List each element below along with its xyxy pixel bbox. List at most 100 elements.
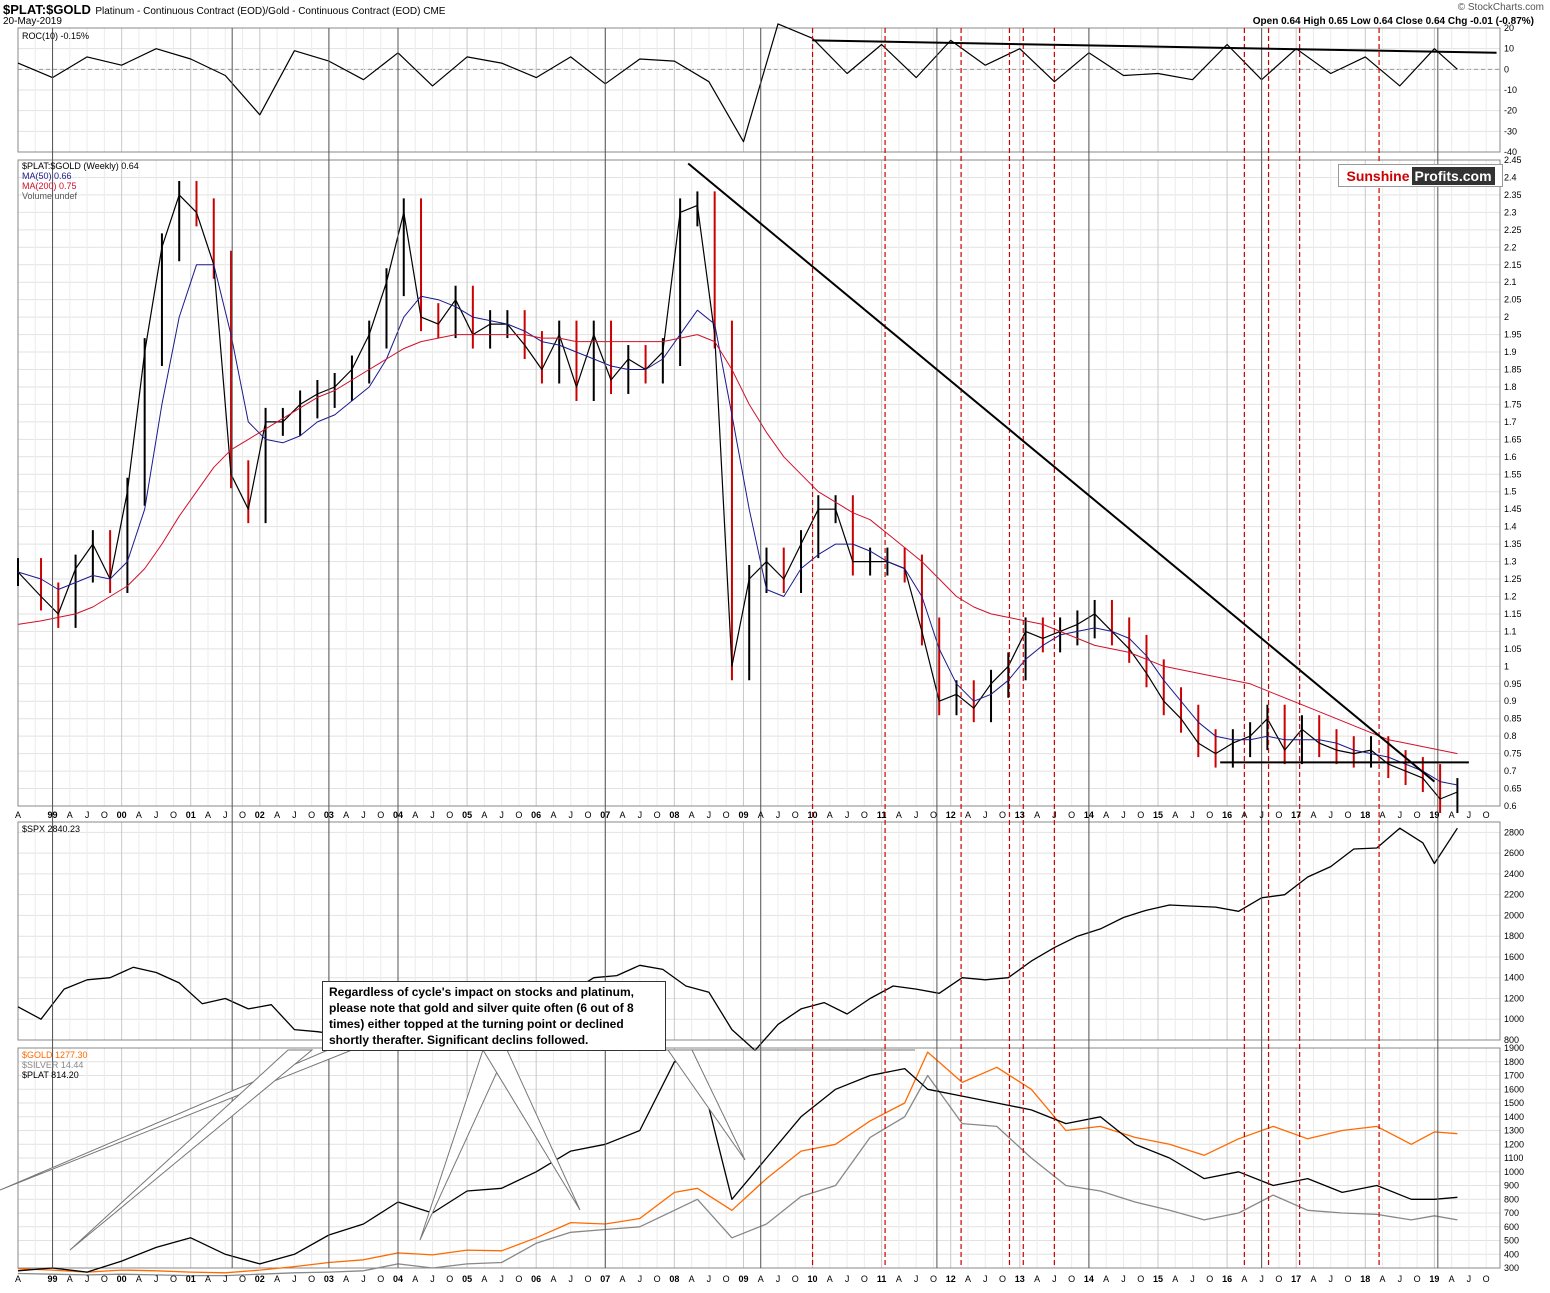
x-month-label: O <box>446 1274 453 1284</box>
x-month-label: J <box>1467 810 1472 820</box>
x-year-label: 08 <box>669 810 679 820</box>
x-month-label: A <box>1449 1274 1455 1284</box>
x-month-label: O <box>377 1274 384 1284</box>
x-month-label: J <box>85 1274 90 1284</box>
y-tick-label: 0.95 <box>1504 679 1522 689</box>
y-tick-label: 2.4 <box>1504 172 1517 182</box>
x-month-label: O <box>584 1274 591 1284</box>
x-month-label: A <box>205 810 211 820</box>
x-month-label: O <box>1275 1274 1282 1284</box>
x-month-label: O <box>377 810 384 820</box>
y-tick-label: 1800 <box>1504 1057 1524 1067</box>
x-month-label: O <box>654 1274 661 1284</box>
x-month-label: A <box>620 810 626 820</box>
silver-legend-entry: $SILVER 14.44 <box>22 1060 83 1070</box>
x-month-label: J <box>983 810 988 820</box>
y-tick-label: 1700 <box>1504 1071 1524 1081</box>
y-tick-label: 1900 <box>1504 1043 1524 1053</box>
x-month-label: O <box>792 1274 799 1284</box>
x-year-label: 04 <box>393 810 403 820</box>
y-tick-label: 1.1 <box>1504 626 1517 636</box>
x-year-label: 11 <box>877 1274 887 1284</box>
x-year-label: 05 <box>462 1274 472 1284</box>
y-tick-label: 1400 <box>1504 1112 1524 1122</box>
x-month-label: O <box>1414 810 1421 820</box>
silver-line <box>17 1074 1458 1277</box>
x-month-label: O <box>930 1274 937 1284</box>
x-month-label: A <box>758 1274 764 1284</box>
logo-profits: Profits.com <box>1411 166 1495 185</box>
x-month-label: J <box>154 1274 159 1284</box>
x-year-label: 99 <box>48 810 58 820</box>
panel-frame-2 <box>17 821 1501 1041</box>
x-month-label: O <box>1068 810 1075 820</box>
x-year-label: 99 <box>48 1274 58 1284</box>
x-year-label: 17 <box>1291 1274 1301 1284</box>
y-tick-label: 2200 <box>1504 890 1524 900</box>
x-month-label: A <box>620 1274 626 1284</box>
x-month-label: A <box>343 810 349 820</box>
x-month-label: A <box>758 810 764 820</box>
y-tick-label: 2.3 <box>1504 207 1517 217</box>
chart-symbol: $PLAT:$GOLD <box>3 2 91 17</box>
x-month-label: A <box>412 810 418 820</box>
x-month-label: A <box>827 810 833 820</box>
y-tick-label: 1.05 <box>1504 644 1522 654</box>
x-year-label: 10 <box>808 810 818 820</box>
x-year-label: 04 <box>393 1274 403 1284</box>
x-month-label: A <box>1380 1274 1386 1284</box>
y-tick-label: 900 <box>1504 1181 1519 1191</box>
x-month-label: O <box>999 810 1006 820</box>
x-month-label: A <box>965 810 971 820</box>
ma50-line <box>17 264 1458 786</box>
y-tick-label: 0 <box>1504 64 1509 74</box>
x-month-label: A <box>550 810 556 820</box>
plat-legend-entry: $PLAT 814.20 <box>22 1070 79 1080</box>
ma50-legend-entry: MA(50) 0.66 <box>22 171 72 181</box>
y-tick-label: 1100 <box>1504 1153 1523 1163</box>
x-year-label: 02 <box>255 1274 265 1284</box>
x-month-label: A <box>1172 1274 1178 1284</box>
x-year-label: 03 <box>324 1274 334 1284</box>
y-tick-label: 1.65 <box>1504 434 1522 444</box>
x-month-label: A <box>1241 1274 1247 1284</box>
y-tick-label: 2.35 <box>1504 190 1522 200</box>
chart-date: 20-May-2019 <box>3 16 62 27</box>
y-tick-label: 0.85 <box>1504 714 1522 724</box>
x-month-label: O <box>170 810 177 820</box>
x-month-label: A <box>896 810 902 820</box>
y-tick-label: 1000 <box>1504 1167 1524 1177</box>
panel-frame-0 <box>17 27 1501 153</box>
x-month-label: O <box>792 810 799 820</box>
x-month-label: J <box>776 810 781 820</box>
y-tick-label: 2.2 <box>1504 242 1517 252</box>
y-tick-label: 1.9 <box>1504 347 1517 357</box>
y-tick-label: 1.2 <box>1504 591 1517 601</box>
y-tick-label: 2000 <box>1504 910 1524 920</box>
x-year-label: 12 <box>946 810 956 820</box>
y-tick-label: 1.5 <box>1504 487 1517 497</box>
y-tick-label: -20 <box>1504 106 1517 116</box>
x-year-label: 01 <box>186 810 196 820</box>
roc-trendline <box>812 39 1497 54</box>
x-month-label: O <box>1206 810 1213 820</box>
x-month-label: J <box>568 1274 573 1284</box>
x-month-label: O <box>446 810 453 820</box>
x-month-label: J <box>1052 810 1057 820</box>
overlay-layer <box>0 28 1497 1268</box>
x-month-label: O <box>1206 1274 1213 1284</box>
axes-layer <box>17 27 1501 1269</box>
y-tick-label: 1.3 <box>1504 557 1517 567</box>
x-year-label: 14 <box>1084 810 1094 820</box>
x-month-label: J <box>292 810 297 820</box>
x-year-label: 08 <box>669 1274 679 1284</box>
x-year-label: 18 <box>1360 810 1370 820</box>
x-month-label: J <box>1121 810 1126 820</box>
x-year-label: 13 <box>1015 1274 1025 1284</box>
x-month-label: A <box>136 1274 142 1284</box>
chart-description: Platinum - Continuous Contract (EOD)/Gol… <box>95 6 446 17</box>
roc-title: ROC(10) -0.15% <box>22 31 89 41</box>
y-tick-label: 1300 <box>1504 1126 1524 1136</box>
x-month-label: J <box>292 1274 297 1284</box>
x-month-label: J <box>85 810 90 820</box>
